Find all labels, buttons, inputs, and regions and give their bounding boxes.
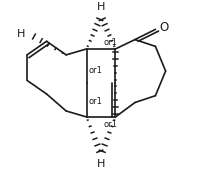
Text: or1: or1: [88, 66, 102, 75]
Text: H: H: [17, 30, 25, 40]
Text: H: H: [97, 159, 105, 169]
Text: or1: or1: [88, 97, 102, 106]
Text: or1: or1: [104, 120, 117, 129]
Text: H: H: [97, 2, 105, 12]
Text: O: O: [160, 21, 169, 34]
Text: or1: or1: [104, 38, 117, 48]
